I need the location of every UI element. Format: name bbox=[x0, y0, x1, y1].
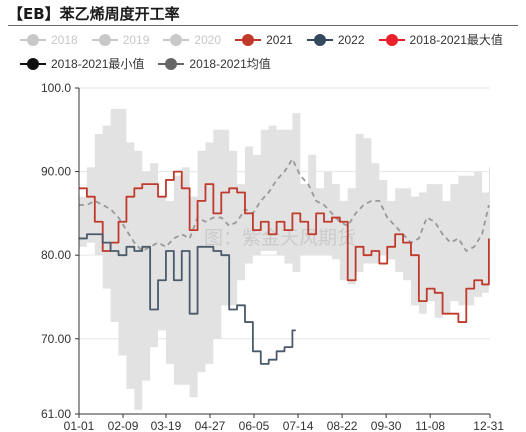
legend-label: 2018-2021均值 bbox=[189, 57, 271, 71]
legend-marker-icon bbox=[163, 33, 190, 46]
y-tick-label: 61.00 bbox=[41, 407, 71, 421]
legend-label: 2018-2021最小值 bbox=[51, 57, 145, 71]
watermark: 图：紫金天风期货 bbox=[204, 227, 356, 249]
x-tick-label: 12-31 bbox=[473, 419, 504, 432]
legend-item[interactable]: 2021 bbox=[235, 33, 293, 47]
legend-marker-icon bbox=[306, 33, 333, 46]
x-tick-label: 11-08 bbox=[415, 419, 445, 432]
x-tick-label: 07-14 bbox=[283, 419, 314, 432]
y-tick-label: 80.00 bbox=[41, 248, 71, 262]
legend-item[interactable]: 2020 bbox=[163, 33, 221, 47]
legend-item[interactable]: 2018-2021最大值 bbox=[378, 31, 503, 48]
series-line-2018-2021均值 bbox=[79, 158, 490, 252]
range-band bbox=[79, 108, 490, 410]
legend-item[interactable]: 2018-2021均值 bbox=[158, 55, 271, 72]
legend-marker-icon bbox=[378, 33, 405, 46]
x-tick-label: 06-05 bbox=[239, 419, 270, 432]
legend-marker-icon bbox=[235, 33, 262, 46]
legend-item[interactable]: 2019 bbox=[91, 32, 150, 47]
legend-marker-icon bbox=[158, 57, 185, 70]
title-divider bbox=[8, 25, 518, 26]
legend-label: 2022 bbox=[337, 32, 365, 47]
range-band-area bbox=[79, 108, 490, 410]
x-tick-label: 02-09 bbox=[108, 419, 139, 432]
legend-item[interactable]: 2018 bbox=[20, 33, 78, 47]
legend-item[interactable]: 2018-2021最小值 bbox=[20, 55, 144, 72]
legend-item[interactable]: 2022 bbox=[306, 32, 365, 47]
legend-label: 2021 bbox=[266, 32, 293, 47]
x-tick-label: 08-22 bbox=[327, 419, 358, 432]
x-tick-label: 01-01 bbox=[64, 419, 95, 432]
legend-marker-icon bbox=[20, 57, 46, 70]
legend-row-1: 2018 2019 2020 2021 2022 2018-2021最大值 bbox=[20, 31, 517, 48]
legend-label: 2020 bbox=[194, 32, 222, 47]
series-line-2021 bbox=[79, 170, 490, 323]
chart-title: 【EB】苯乙烯周度开工率 bbox=[8, 5, 180, 23]
series-lines bbox=[79, 158, 490, 365]
x-tick-label: 03-19 bbox=[151, 419, 182, 432]
series-line-2022 bbox=[79, 233, 296, 365]
y-tick-label: 100.0 bbox=[41, 81, 71, 95]
legend-marker-icon bbox=[91, 33, 118, 46]
x-tick-label: 04-27 bbox=[195, 419, 226, 432]
y-tick-label: 70.00 bbox=[41, 332, 71, 346]
legend-label: 2018 bbox=[51, 32, 78, 47]
legend-label: 2019 bbox=[122, 32, 150, 47]
legend-marker-icon bbox=[20, 33, 46, 46]
y-tick-label: 90.00 bbox=[41, 165, 71, 179]
x-tick-label: 09-30 bbox=[371, 419, 402, 432]
legend-row-2: 2018-2021最小值 2018-2021均值 bbox=[20, 55, 285, 72]
legend-label: 2018-2021最大值 bbox=[409, 33, 503, 47]
